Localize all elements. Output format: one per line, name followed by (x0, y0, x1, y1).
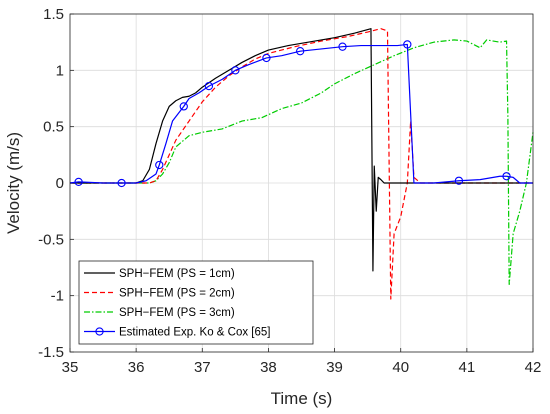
series-marker (502, 172, 511, 181)
y-tick-label: 0.5 (43, 119, 64, 136)
y-tick-label: 1 (56, 62, 64, 79)
y-axis-ticks: -1.5 -1 -0.5 0 0.5 1 1.5 (38, 6, 74, 361)
plot-frame (69, 13, 534, 353)
x-tick-label: 41 (459, 359, 476, 376)
series-marker (231, 66, 240, 75)
series-4 (69, 40, 533, 188)
y-tick-label: -1 (51, 288, 64, 305)
legend-label: Estimated Exp. Ko & Cox [65] (119, 327, 271, 339)
series-line (70, 39, 534, 285)
series-marker (403, 40, 412, 49)
x-axis-label: Time (s) (271, 389, 333, 408)
x-tick-label: 40 (392, 359, 409, 376)
series-line (70, 28, 533, 272)
series-marker (338, 42, 347, 51)
series-marker (179, 102, 188, 111)
legend-item: SPH−FEM (PS = 3cm) (84, 307, 235, 319)
series-marker (262, 53, 271, 63)
y-tick-label: -0.5 (38, 231, 64, 248)
series-layer (69, 28, 534, 300)
x-tick-label: 38 (260, 359, 277, 376)
legend-item: SPH−FEM (PS = 2cm) (84, 288, 235, 300)
legend: SPH−FEM (PS = 1cm) SPH−FEM (PS = 2cm) SPH−… (78, 260, 314, 345)
legend-label: SPH−FEM (PS = 3cm) (119, 307, 235, 319)
y-axis-label: Velocity (m/s) (4, 132, 23, 234)
series-marker (296, 47, 305, 56)
x-tick-label: 37 (194, 359, 211, 376)
legend-label: SPH−FEM (PS = 2cm) (119, 288, 235, 300)
legend-marker (95, 327, 104, 336)
series-marker (74, 177, 83, 187)
x-tick-label: 35 (62, 359, 79, 376)
series-marker (155, 160, 164, 170)
series-marker (204, 81, 214, 91)
x-tick-label: 36 (128, 359, 145, 376)
x-axis-ticks: 35 36 37 38 39 40 41 42 (62, 348, 542, 376)
y-tick-label: 1.5 (43, 6, 64, 23)
legend-box (78, 260, 314, 345)
series-1 (70, 28, 533, 272)
legend-item: SPH−FEM (PS = 1cm) (84, 268, 235, 280)
legend-item: Estimated Exp. Ko & Cox [65] (84, 327, 271, 339)
series-2 (70, 28, 533, 300)
y-tick-label: -1.5 (38, 344, 64, 361)
series-line (69, 43, 533, 184)
series-marker (117, 178, 126, 188)
y-tick-label: 0 (56, 175, 64, 192)
series-marker (454, 176, 464, 185)
series-3 (70, 39, 534, 285)
legend-label: SPH−FEM (PS = 1cm) (119, 268, 235, 280)
x-tick-label: 42 (525, 359, 542, 376)
series-line (70, 28, 533, 300)
x-tick-label: 39 (326, 359, 343, 376)
